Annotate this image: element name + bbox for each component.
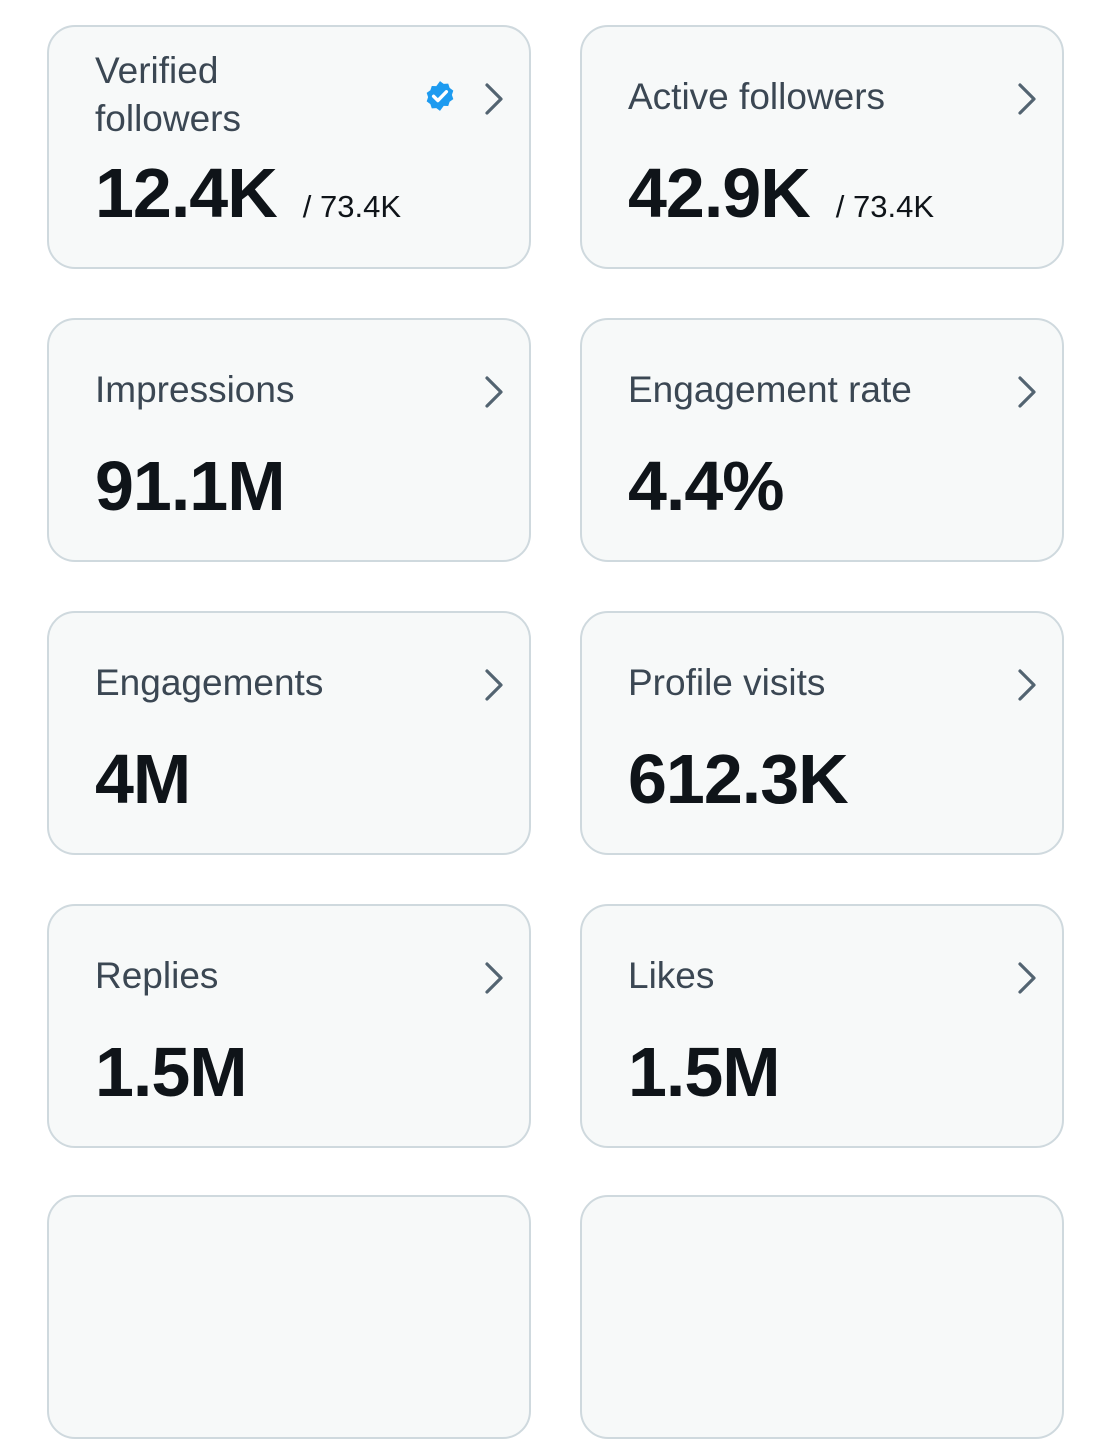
- chevron: [485, 962, 503, 994]
- metric-value: 4.4%: [628, 447, 785, 525]
- metric-card[interactable]: Likes 1.5M: [580, 904, 1064, 1148]
- metric-label: Impressions: [95, 369, 295, 410]
- metric-card[interactable]: Engagement rate 4.4%: [580, 318, 1064, 562]
- metric-card[interactable]: Impressions 91.1M: [47, 318, 531, 562]
- metric-card[interactable]: Profile visits 612.3K: [580, 611, 1064, 855]
- card[interactable]: [580, 1195, 1064, 1439]
- metric-label: Active followers: [628, 76, 886, 117]
- chevron: [1018, 376, 1036, 408]
- metric-label: Profile visits: [628, 662, 826, 703]
- value-row: 4M: [95, 739, 191, 819]
- value-row: 42.9K / 73.4K: [628, 153, 934, 233]
- metric-value: 91.1M: [95, 447, 286, 525]
- value-row: 612.3K: [628, 739, 849, 819]
- metric-value: 42.9K: [628, 154, 811, 232]
- metric-value: 612.3K: [628, 740, 849, 818]
- metric-value: 1.5M: [628, 1033, 781, 1111]
- metric-label: Replies: [95, 955, 219, 996]
- chevron: [485, 83, 503, 115]
- metric-value: 12.4K: [95, 154, 278, 232]
- metric-total: / 73.4K: [835, 189, 935, 224]
- chevron: [1018, 83, 1036, 115]
- chevron: [1018, 962, 1036, 994]
- metric-card[interactable]: Engagements 4M: [47, 611, 531, 855]
- metric-label: Verified followers: [95, 50, 241, 139]
- metric-label: Likes: [628, 955, 715, 996]
- chevron: [485, 669, 503, 701]
- metric-card[interactable]: Verified followers 12.4K / 73.4K: [47, 25, 531, 269]
- value-row: 1.5M: [95, 1032, 248, 1112]
- metric-value: 4M: [95, 740, 191, 818]
- verified-badge: [426, 81, 454, 111]
- value-row: 1.5M: [628, 1032, 781, 1112]
- card[interactable]: [47, 1195, 531, 1439]
- value-row: 12.4K / 73.4K: [95, 153, 401, 233]
- metric-total: / 73.4K: [302, 189, 402, 224]
- metric-label: Engagement rate: [628, 369, 912, 410]
- metric-card[interactable]: Replies 1.5M: [47, 904, 531, 1148]
- value-row: 4.4%: [628, 446, 785, 526]
- chevron: [485, 376, 503, 408]
- metric-card[interactable]: Active followers 42.9K / 73.4K: [580, 25, 1064, 269]
- chevron: [1018, 669, 1036, 701]
- metric-value: 1.5M: [95, 1033, 248, 1111]
- metric-label: Engagements: [95, 662, 324, 703]
- analytics-page: (() => { const data = JSON.parse(documen…: [47, 25, 1064, 1439]
- value-row: 91.1M: [95, 446, 286, 526]
